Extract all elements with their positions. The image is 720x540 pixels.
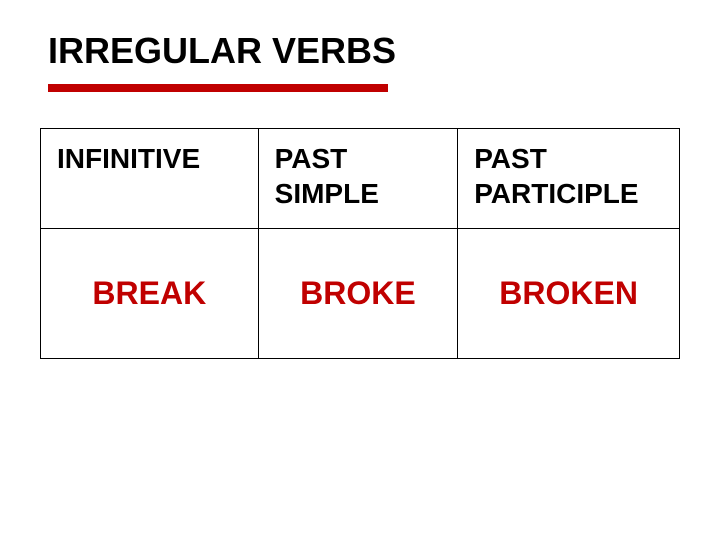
header-past-simple: PASTSIMPLE xyxy=(258,129,458,229)
table-row: BREAK BROKE BROKEN xyxy=(41,229,680,359)
header-infinitive: INFINITIVE xyxy=(41,129,259,229)
cell-past-simple: BROKE xyxy=(258,229,458,359)
cell-infinitive: BREAK xyxy=(41,229,259,359)
title-underline-bar xyxy=(48,84,388,92)
header-past-participle: PASTPARTICIPLE xyxy=(458,129,680,229)
table-header-row: INFINITIVE PASTSIMPLE PASTPARTICIPLE xyxy=(41,129,680,229)
cell-past-participle: BROKEN xyxy=(458,229,680,359)
verb-forms-table: INFINITIVE PASTSIMPLE PASTPARTICIPLE BRE… xyxy=(40,128,680,359)
slide-title: IRREGULAR VERBS xyxy=(48,30,680,72)
